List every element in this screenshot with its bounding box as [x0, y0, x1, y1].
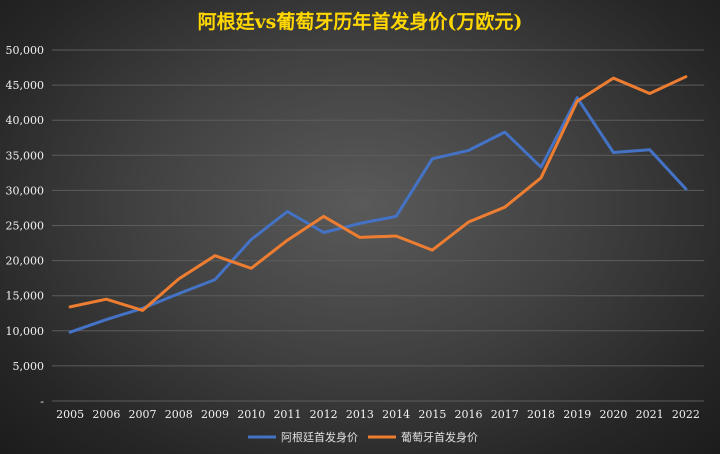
series-line-0: [68, 96, 688, 334]
y-tick-label: 45,000: [6, 79, 45, 92]
y-tick-label: 30,000: [6, 184, 45, 197]
x-tick-label: 2017: [491, 408, 519, 421]
y-tick-label: 50,000: [6, 44, 45, 57]
y-tick-label: 35,000: [6, 149, 45, 162]
y-tick-label: 15,000: [6, 290, 45, 303]
x-tick-label: 2007: [129, 408, 157, 421]
x-tick-label: 2010: [237, 408, 265, 421]
x-tick-label: 2021: [636, 408, 664, 421]
x-tick-label: 2006: [92, 408, 120, 421]
chart-title: 阿根廷vs葡萄牙历年首发身价(万欧元): [198, 10, 523, 33]
x-tick-label: 2014: [382, 408, 410, 421]
legend-label-1: 葡萄牙首发身价: [401, 430, 478, 444]
grid-lines: [52, 49, 704, 402]
x-tick-label: 2013: [346, 408, 374, 421]
y-tick-label: -: [40, 395, 44, 408]
legend: 阿根廷首发身价 葡萄牙首发身价: [248, 430, 478, 444]
y-tick-label: 40,000: [6, 114, 45, 127]
y-axis-ticks: - 5,000 10,000 15,000 20,000 25,000 30,000 35,0…: [6, 44, 45, 408]
legend-label-0: 阿根廷首发身价: [281, 430, 358, 444]
x-tick-label: 2009: [201, 408, 229, 421]
series-lines: [68, 75, 688, 334]
x-tick-label: 2019: [563, 408, 591, 421]
x-tick-label: 2022: [672, 408, 700, 421]
y-tick-label: 20,000: [6, 255, 45, 268]
x-tick-label: 2011: [273, 408, 301, 421]
y-tick-label: 5,000: [13, 360, 45, 373]
x-tick-label: 2018: [527, 408, 555, 421]
x-tick-label: 2020: [599, 408, 627, 421]
x-axis-ticks: 2005 2006 2007 2008 2009 2010 2011 2012 2013 2014…: [56, 408, 700, 421]
x-tick-label: 2016: [455, 408, 483, 421]
y-tick-label: 25,000: [6, 220, 45, 233]
y-tick-label: 10,000: [6, 325, 45, 338]
x-tick-label: 2012: [310, 408, 338, 421]
x-tick-label: 2008: [165, 408, 193, 421]
series-line-1: [68, 75, 688, 312]
x-tick-label: 2015: [418, 408, 446, 421]
x-tick-label: 2005: [56, 408, 84, 421]
